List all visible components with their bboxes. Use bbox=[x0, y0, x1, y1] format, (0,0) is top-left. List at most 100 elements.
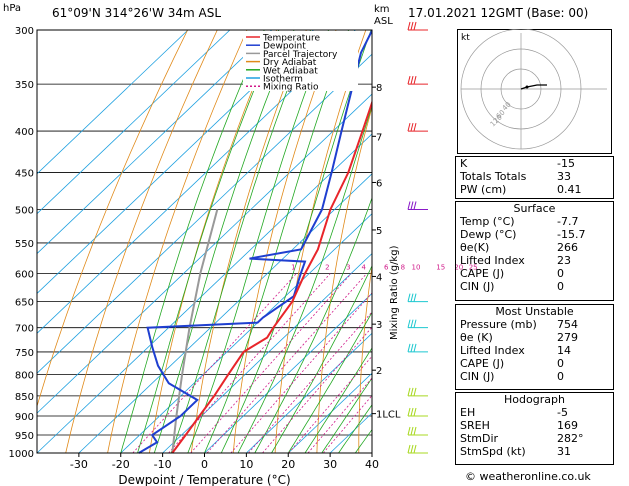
mixing-ratio-label: 3 bbox=[346, 264, 350, 272]
row-value: 0 bbox=[557, 357, 564, 370]
isotherm-line bbox=[37, 30, 356, 334]
isotherm-line bbox=[37, 30, 189, 175]
table-row: Pressure (mb) 754 bbox=[456, 318, 613, 331]
legend-item: Parcel Trajectory bbox=[263, 50, 338, 60]
wet-adiabat-line bbox=[137, 30, 280, 454]
km-tick-label: 2 bbox=[376, 366, 382, 377]
indices-box: K -15 Totals Totals 33 PW (cm) 0.41 bbox=[455, 156, 614, 199]
table-row: CIN (J) 0 bbox=[456, 280, 613, 293]
wind-barb-icon bbox=[407, 21, 411, 31]
wet-adiabat-line bbox=[254, 196, 372, 454]
wind-barb-icon bbox=[413, 444, 417, 454]
mixing-ratio-label: 1 bbox=[291, 264, 295, 272]
dry-adiabat-line bbox=[37, 30, 188, 408]
pressure-tick-label: 350 bbox=[15, 80, 34, 91]
wind-barb-icon bbox=[410, 387, 414, 397]
legend-item: Dry Adiabat bbox=[263, 58, 317, 68]
dry-adiabat-line bbox=[232, 30, 337, 454]
wind-barb-icon bbox=[410, 343, 414, 353]
pressure-tick-label: 500 bbox=[15, 205, 34, 216]
temperature-tick-label: 30 bbox=[323, 458, 337, 471]
wind-barb-icon bbox=[407, 293, 411, 302]
pressure-tick-label: 300 bbox=[15, 26, 34, 37]
legend-item: Dewpoint bbox=[263, 42, 306, 52]
hodograph-unit: kt bbox=[461, 33, 470, 43]
hodograph-table-box: Hodograph EH -5 SREH 169 StmDir 282° StmSpd (kt… bbox=[455, 392, 614, 465]
wet-adiabat-line bbox=[153, 30, 295, 454]
temperature-tick-label: 10 bbox=[239, 458, 253, 471]
km-tick-label: 7 bbox=[376, 132, 382, 143]
row-label: EH bbox=[460, 406, 476, 419]
wind-barb-icon bbox=[410, 407, 414, 417]
row-value: -7.7 bbox=[557, 215, 579, 228]
pressure-tick-label: 450 bbox=[15, 168, 34, 179]
legend-item: Temperature bbox=[262, 34, 320, 44]
temperature-tick-label: 20 bbox=[281, 458, 295, 471]
table-row: SREH 169 bbox=[456, 419, 613, 432]
wind-barb-icon bbox=[410, 201, 414, 210]
pressure-tick-label: 800 bbox=[15, 371, 34, 382]
pressure-tick-label: 950 bbox=[15, 431, 34, 442]
wind-barb-icon bbox=[410, 319, 414, 328]
row-label: CAPE (J) bbox=[460, 357, 505, 370]
temperature-tick-label: 0 bbox=[201, 458, 208, 471]
wind-barb-icon bbox=[413, 122, 417, 132]
legend-item: Mixing Ratio bbox=[263, 83, 319, 93]
isotherm-line bbox=[37, 133, 372, 454]
wind-barb-icon bbox=[410, 293, 414, 302]
km-tick-label: 1LCL bbox=[376, 410, 401, 421]
row-label: CAPE (J) bbox=[460, 267, 505, 280]
row-label: Pressure (mb) bbox=[460, 318, 537, 331]
row-value: 266 bbox=[557, 241, 578, 254]
dry-adiabat-line bbox=[107, 30, 248, 454]
wind-barb-icon bbox=[413, 21, 417, 31]
wind-barb-icon bbox=[410, 444, 414, 454]
dry-adiabat-line bbox=[400, 30, 455, 453]
km-tick-label: 6 bbox=[376, 178, 382, 189]
pressure-tick-label: 650 bbox=[15, 298, 34, 309]
row-value: 0 bbox=[557, 280, 564, 293]
wind-barb-icon bbox=[407, 444, 411, 454]
table-row: CAPE (J) 0 bbox=[456, 357, 613, 370]
isotherm-line bbox=[78, 173, 372, 454]
km-tick-label: 5 bbox=[376, 226, 382, 237]
mixing-ratio-line bbox=[132, 273, 297, 454]
wind-barb-icon bbox=[413, 343, 417, 353]
row-value: 0 bbox=[557, 370, 564, 383]
wind-barb-icon bbox=[407, 319, 411, 328]
row-value: 279 bbox=[557, 331, 578, 344]
table-row: Totals Totals 33 bbox=[456, 170, 613, 183]
temperature-tick-label: -30 bbox=[70, 458, 88, 471]
row-label: Lifted Index bbox=[460, 344, 525, 357]
temperature-tick-label: -20 bbox=[112, 458, 130, 471]
isotherm-line bbox=[204, 292, 372, 454]
mixing-ratio-label: 4 bbox=[361, 264, 366, 272]
mixing-ratio-label: 25 bbox=[469, 264, 478, 272]
wind-barb-icon bbox=[407, 407, 411, 417]
row-value: -5 bbox=[557, 406, 568, 419]
dry-adiabat-line bbox=[65, 30, 218, 454]
row-value: 14 bbox=[557, 344, 571, 357]
mixing-ratio-line bbox=[190, 273, 352, 454]
wind-barb-icon bbox=[410, 122, 414, 132]
storm-motion-marker bbox=[525, 85, 529, 89]
temperature-tick-label: 40 bbox=[365, 458, 379, 471]
row-label: PW (cm) bbox=[460, 183, 507, 196]
table-row: θe (K) 279 bbox=[456, 331, 613, 344]
pressure-tick-label: 1000 bbox=[9, 449, 34, 460]
row-value: 33 bbox=[557, 170, 571, 183]
temperature-tick-label: -10 bbox=[154, 458, 172, 471]
parcel-trajectory-line bbox=[171, 209, 219, 454]
row-label: StmSpd (kt) bbox=[460, 445, 526, 458]
surface-box: Surface Temp (°C) -7.7 Dewp (°C) -15.7 θe(K) 2… bbox=[455, 201, 614, 301]
row-value: 0.41 bbox=[557, 183, 582, 196]
table-row: EH -5 bbox=[456, 406, 613, 419]
wet-adiabat-line bbox=[304, 347, 372, 454]
wind-barb-icon bbox=[407, 201, 411, 210]
mixing-ratio-line bbox=[262, 326, 372, 454]
table-row: Temp (°C) -7.7 bbox=[456, 215, 613, 228]
wind-barb-icon bbox=[407, 122, 411, 132]
row-value: -15 bbox=[557, 157, 575, 170]
